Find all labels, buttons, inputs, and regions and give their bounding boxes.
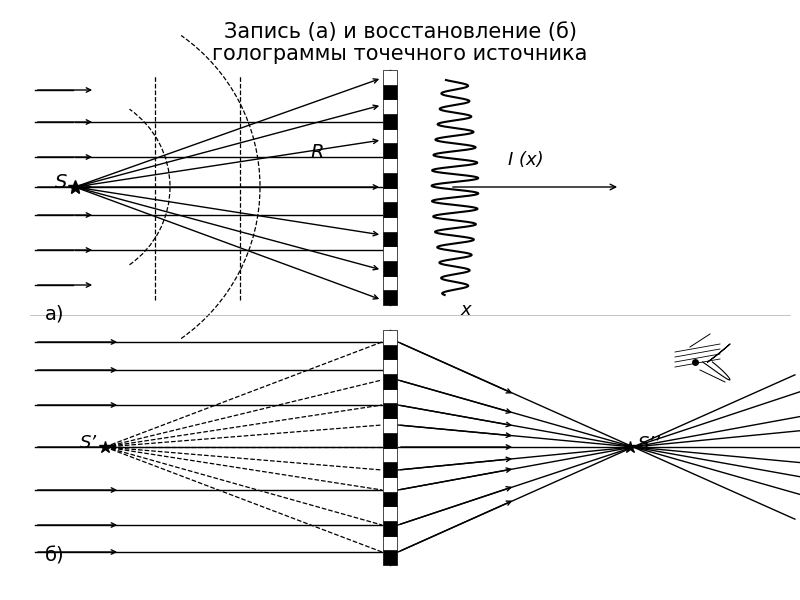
Text: R: R [310,142,323,161]
Text: а): а) [45,305,65,324]
Bar [383,187,397,202]
Bar [383,389,397,403]
Bar [383,217,397,232]
Bar [383,85,397,100]
Bar [383,202,397,217]
Bar [383,70,397,85]
Bar [383,246,397,261]
Bar [383,491,397,506]
Bar [383,506,397,521]
Bar [383,173,397,187]
Bar [383,261,397,275]
Bar [383,448,397,462]
Bar [383,418,397,433]
Bar [383,550,397,565]
Text: S’: S’ [80,434,97,452]
Text: голограммы точечного источника: голограммы точечного источника [212,44,588,64]
Bar [383,158,397,173]
Bar [383,433,397,448]
Bar [383,290,397,305]
Bar [383,143,397,158]
Text: S’’: S’’ [638,435,661,453]
Bar [383,403,397,418]
Text: I (x): I (x) [508,151,544,169]
Bar [383,462,397,477]
Bar [383,100,397,114]
Bar [383,330,397,344]
Bar [383,536,397,550]
Text: x: x [460,301,470,319]
Bar [383,374,397,389]
Text: б): б) [45,547,65,566]
Bar [383,344,397,359]
Text: S: S [54,173,67,193]
Bar [383,114,397,129]
Bar [383,275,397,290]
Bar [383,232,397,246]
Bar [383,129,397,143]
Bar [383,521,397,536]
Bar [383,359,397,374]
Text: Запись (а) и восстановление (б): Запись (а) и восстановление (б) [223,22,577,42]
Bar [383,477,397,491]
